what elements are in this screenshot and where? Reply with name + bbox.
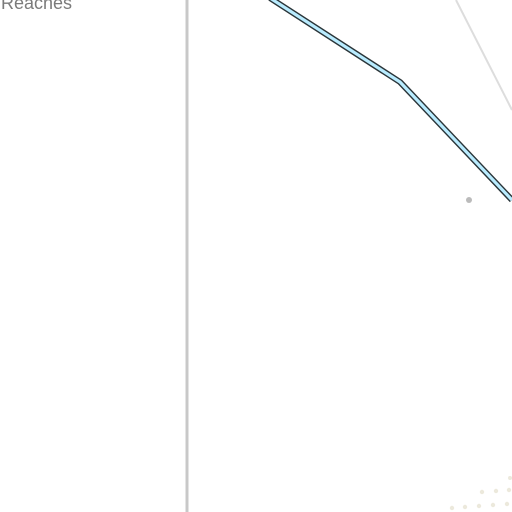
thin-road-line [455,0,512,111]
reaches-legend-label: Reaches [1,0,73,13]
map-point-marker[interactable] [466,197,472,203]
reach-line[interactable] [268,0,512,203]
dot-pattern-area [449,476,512,511]
reach-line-fill [270,0,512,202]
